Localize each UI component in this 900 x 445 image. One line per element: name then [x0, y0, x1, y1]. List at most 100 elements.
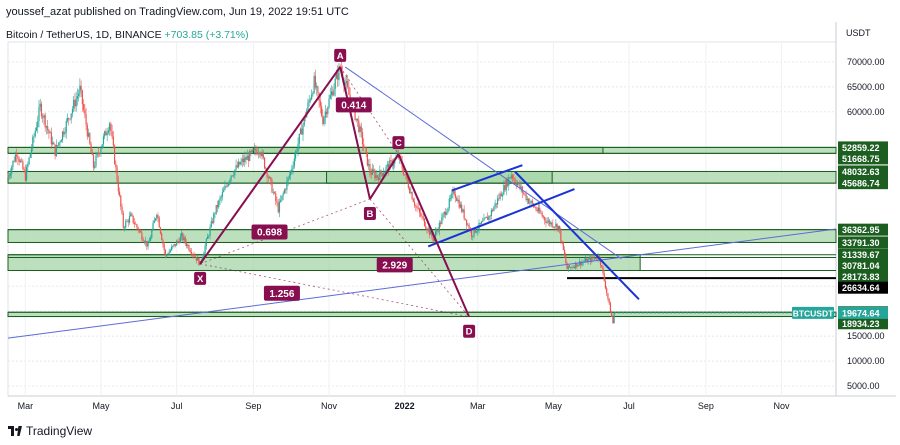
- candle-body: [275, 193, 277, 201]
- candle-body: [480, 221, 483, 224]
- candle-body: [285, 189, 287, 191]
- candle-body: [451, 193, 453, 198]
- symbol-tag-label: BTCUSDT: [793, 308, 834, 318]
- candle-body: [211, 221, 214, 223]
- candle-body: [409, 188, 411, 193]
- y-tick-label: 10000.00: [847, 356, 885, 366]
- candle-body: [245, 157, 247, 160]
- candle-body: [327, 107, 329, 115]
- candle-body: [550, 222, 552, 225]
- brand-text: TradingView: [26, 424, 93, 438]
- candle-body: [323, 117, 325, 124]
- candle-body: [542, 216, 545, 218]
- grid-layer: [7, 22, 896, 397]
- candle-body: [251, 149, 253, 153]
- candle-body: [7, 176, 9, 178]
- candle-body: [405, 174, 407, 176]
- candle-body: [96, 152, 98, 156]
- level-tag-label: 18934.23: [842, 319, 880, 329]
- price-chart[interactable]: X A B C D 0.414 0.698 2.929 1.256 USDT 70000.00 65…: [0, 0, 900, 420]
- candle-body: [513, 178, 515, 179]
- candle-body: [262, 152, 264, 158]
- zones-layer: [7, 146, 837, 318]
- trendline: [7, 228, 837, 339]
- candle-body: [501, 194, 504, 197]
- candle-body: [309, 99, 312, 101]
- candle-body: [130, 213, 132, 217]
- candle-body: [366, 152, 369, 166]
- candle-body: [453, 190, 455, 195]
- level-tag-label: 52859.22: [842, 143, 880, 153]
- current-price-tag: [838, 306, 888, 319]
- level-tag-label: 26634.64: [842, 283, 880, 293]
- axis-unit-label: USDT: [846, 28, 871, 38]
- candle-body: [69, 119, 71, 120]
- candle-body: [229, 180, 231, 183]
- price-axis: USDT70000.0065000.0060000.0025000.002000…: [614, 28, 888, 391]
- candle-body: [268, 177, 271, 178]
- candle-body: [143, 241, 145, 243]
- candle-body: [263, 157, 266, 169]
- trendline: [427, 188, 575, 248]
- candle-body: [556, 223, 558, 230]
- candle-body: [609, 302, 612, 313]
- candle-body: [260, 153, 262, 157]
- candles-layer: [7, 59, 615, 324]
- candle-body: [319, 101, 321, 107]
- candle-body: [497, 198, 499, 205]
- candle-body: [490, 210, 493, 216]
- x-tick-label: Sep: [245, 401, 261, 411]
- candle-body: [524, 193, 526, 195]
- candle-body: [158, 217, 160, 228]
- candle-body: [325, 111, 328, 115]
- candle-body: [487, 216, 489, 220]
- candle-body: [226, 185, 228, 187]
- level-tag: [838, 270, 888, 283]
- pattern-leg: [369, 153, 400, 200]
- candle-body: [587, 258, 589, 263]
- candle-body: [356, 118, 359, 121]
- current-price-tag-label: 19674.64: [842, 308, 880, 318]
- candle-body: [105, 131, 107, 136]
- candle-body: [586, 258, 588, 263]
- candle-body: [510, 175, 512, 179]
- candle-body: [100, 148, 102, 154]
- candle-body: [457, 199, 459, 201]
- candle-body: [123, 227, 126, 229]
- candle-body: [249, 150, 251, 161]
- candle-body: [29, 153, 31, 158]
- candle-body: [386, 164, 388, 167]
- level-tag-label: 30781.04: [842, 261, 880, 271]
- candle-body: [470, 229, 473, 237]
- candle-body: [592, 256, 594, 259]
- candle-body: [9, 173, 12, 176]
- candle-body: [568, 265, 571, 268]
- candle-body: [50, 132, 52, 145]
- candle-body: [554, 226, 556, 228]
- candle-body: [16, 154, 18, 157]
- candle-body: [193, 254, 195, 257]
- candle-body: [216, 205, 219, 208]
- level-tag-label: 45686.74: [842, 179, 880, 189]
- candle-body: [443, 211, 445, 215]
- candle-body: [277, 202, 279, 213]
- candle-body: [479, 222, 481, 224]
- candle-body: [109, 123, 111, 131]
- candle-body: [404, 174, 406, 176]
- candle-body: [293, 158, 295, 167]
- candle-body: [127, 220, 129, 223]
- candle-body: [427, 228, 429, 231]
- candle-body: [172, 245, 174, 247]
- candle-body: [43, 115, 45, 118]
- x-tick-label: Jul: [623, 401, 635, 411]
- candle-body: [94, 165, 96, 168]
- candle-body: [536, 209, 538, 212]
- candle-body: [159, 227, 162, 234]
- candle-body: [183, 237, 185, 241]
- candle-body: [539, 207, 541, 213]
- candle-body: [437, 230, 439, 232]
- candle-body: [534, 206, 536, 208]
- candle-body: [168, 252, 170, 255]
- candle-body: [313, 75, 315, 93]
- candle-body: [504, 185, 506, 191]
